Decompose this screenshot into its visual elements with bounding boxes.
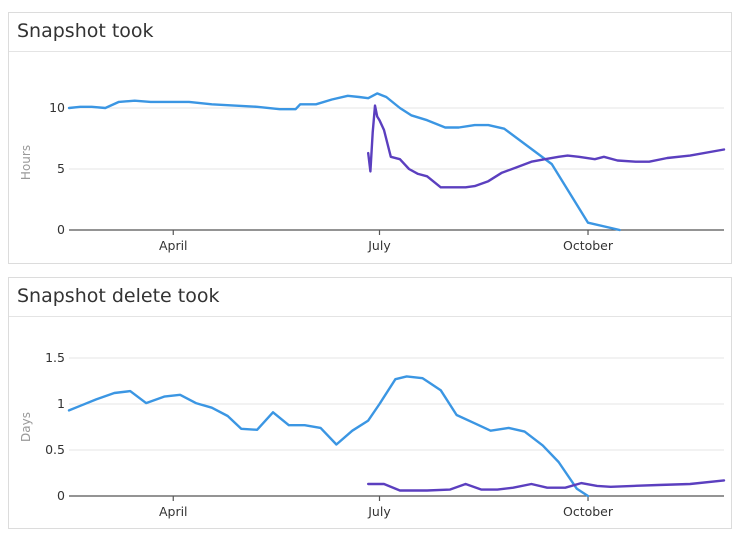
series-line-1[interactable] [67, 92, 621, 232]
y-tick-label: 10 [49, 100, 65, 115]
y-axis-label: Hours [19, 145, 33, 180]
x-tick-label: July [367, 238, 391, 253]
x-tick-label: October [563, 504, 614, 519]
x-tick-label: April [159, 504, 188, 519]
x-tick-label: October [563, 238, 614, 253]
x-tick-label: April [159, 238, 188, 253]
series-line-1[interactable] [67, 375, 590, 498]
chart-panel-snapshot-took: Snapshot took 0 5 10 April July October Hours [8, 12, 732, 264]
chart-svg: 0 5 10 April July October Hours [19, 92, 726, 253]
chart-svg: 0 0.5 1 1.5 April July October Days [19, 350, 726, 519]
y-tick-label: 1.5 [45, 350, 65, 365]
y-tick-label: 1 [57, 396, 65, 411]
y-tick-label: 5 [57, 161, 65, 176]
x-tick-label: July [367, 504, 391, 519]
y-tick-label: 0.5 [45, 442, 65, 457]
chart-title: Snapshot took [9, 13, 731, 52]
y-tick-label: 0 [57, 488, 65, 503]
series-line-2[interactable] [367, 104, 726, 189]
y-axis-label: Days [19, 412, 33, 442]
y-tick-label: 0 [57, 222, 65, 237]
chart-title: Snapshot delete took [9, 278, 731, 317]
series-line-2[interactable] [367, 479, 726, 492]
chart-panel-snapshot-delete-took: Snapshot delete took 0 0.5 1 1.5 April July Oc… [8, 277, 732, 529]
